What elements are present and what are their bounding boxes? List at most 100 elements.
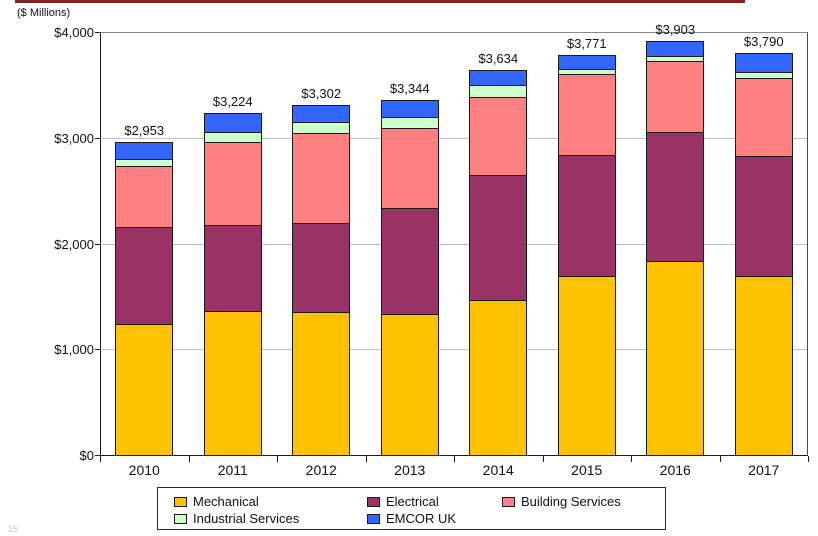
x-axis-label: 2015 (571, 462, 603, 478)
bar-segment-electrical (293, 223, 350, 313)
y-axis-tick (95, 137, 100, 139)
x-axis-label: 2016 (659, 462, 691, 478)
bar-segment-emcor-uk (204, 114, 261, 133)
bar-2014 (469, 69, 528, 456)
legend-item-electrical: Electrical (367, 494, 502, 509)
bar-segment-electrical (381, 209, 438, 315)
bar-segment-mechanical (381, 314, 438, 455)
bar-segment-electrical (116, 227, 173, 325)
bar-segment-industrial-services (293, 122, 350, 135)
bar-segment-mechanical (470, 301, 527, 455)
legend-swatch-icon (174, 513, 187, 524)
x-axis-tick (542, 456, 544, 462)
bar-segment-industrial-services (647, 56, 704, 63)
bar-segment-mechanical (204, 312, 261, 455)
bar-segment-mechanical (735, 277, 792, 455)
bar-segment-industrial-services (381, 118, 438, 130)
gridline (101, 349, 807, 351)
legend-item-building-services: Building Services (502, 494, 665, 509)
legend-swatch-icon (367, 513, 380, 524)
bar-segment-industrial-services (470, 85, 527, 99)
y-axis-tick (95, 349, 100, 351)
bar-segment-mechanical (293, 312, 350, 455)
x-axis-tick (808, 456, 809, 462)
legend-swatch-icon (174, 496, 187, 507)
x-axis-tick (719, 456, 721, 462)
x-axis-label: 2014 (482, 462, 514, 478)
legend-label: Industrial Services (193, 511, 300, 526)
bar-segment-emcor-uk (735, 54, 792, 73)
x-axis-label: 2012 (305, 462, 337, 478)
bar-segment-electrical (470, 176, 527, 302)
legend-label: Building Services (521, 494, 621, 509)
bar-segment-industrial-services (558, 69, 615, 76)
bar-total-label: $3,790 (743, 34, 784, 50)
bar-segment-mechanical (647, 261, 704, 455)
bar-total-label: $2,953 (124, 122, 165, 138)
x-axis-tick (365, 456, 367, 462)
bar-total-label: $3,634 (478, 50, 519, 66)
legend-swatch-icon (502, 496, 515, 507)
bar-segment-building-services (293, 134, 350, 224)
bar-2017 (734, 53, 793, 456)
legend-swatch-icon (367, 496, 380, 507)
bar-segment-electrical (204, 226, 261, 313)
legend-label: Electrical (386, 494, 439, 509)
top-rule (15, 0, 745, 3)
y-axis-label: $0 (79, 448, 94, 463)
bar-segment-emcor-uk (470, 70, 527, 86)
x-axis-tick (277, 456, 278, 462)
bar-segment-electrical (735, 157, 792, 278)
y-axis-label: $3,000 (54, 130, 94, 146)
legend-label: Mechanical (193, 494, 259, 509)
bar-2011 (203, 113, 262, 456)
bar-segment-emcor-uk (116, 142, 173, 160)
page-number-fragment: 15 (8, 524, 19, 534)
bar-segment-building-services (381, 129, 438, 210)
y-axis-label: $1,000 (54, 342, 94, 358)
x-axis-tick (188, 456, 190, 462)
x-axis-tick (454, 456, 455, 462)
y-axis-tick (95, 32, 100, 33)
bar-segment-industrial-services (116, 159, 173, 167)
bar-2012 (292, 104, 351, 456)
legend-item-industrial-services: Industrial Services (174, 511, 367, 526)
legend-item-emcor-uk: EMCOR UK (367, 511, 502, 526)
x-axis-label: 2013 (394, 462, 426, 478)
bar-segment-industrial-services (204, 132, 261, 143)
bar-total-label: $3,903 (655, 22, 696, 38)
y-axis-tick (95, 243, 100, 245)
bar-segment-industrial-services (735, 72, 792, 79)
bar-segment-emcor-uk (293, 105, 350, 123)
bar-total-label: $3,302 (301, 85, 342, 101)
bar-segment-mechanical (116, 324, 173, 455)
bar-segment-electrical (558, 156, 615, 278)
bar-segment-electrical (647, 132, 704, 262)
bar-segment-mechanical (558, 277, 615, 455)
x-axis-tick (631, 456, 632, 462)
legend-label: EMCOR UK (386, 511, 457, 526)
chart-legend: Mechanical Electrical Building Services Ind… (157, 487, 666, 530)
y-axis-tick (95, 455, 100, 456)
x-axis-label: 2010 (128, 462, 160, 478)
bar-segment-building-services (204, 143, 261, 226)
x-axis-label: 2017 (748, 462, 780, 478)
bar-2016 (646, 41, 705, 456)
bar-segment-building-services (735, 78, 792, 158)
bar-total-label: $3,344 (389, 81, 430, 97)
bar-2010 (115, 141, 174, 456)
y-axis-units-label: ($ Millions) (17, 7, 71, 19)
bar-total-label: $3,771 (566, 36, 607, 52)
bar-segment-building-services (558, 75, 615, 157)
bar-2013 (380, 100, 439, 456)
x-axis-label: 2011 (217, 462, 248, 478)
bar-segment-emcor-uk (647, 42, 704, 57)
bar-2015 (557, 55, 616, 456)
bar-segment-emcor-uk (381, 101, 438, 119)
gridline (101, 137, 807, 139)
y-axis-label: $4,000 (54, 25, 94, 40)
legend-item-mechanical: Mechanical (174, 494, 367, 509)
bar-segment-building-services (470, 98, 527, 177)
x-axis-tick (100, 456, 101, 462)
